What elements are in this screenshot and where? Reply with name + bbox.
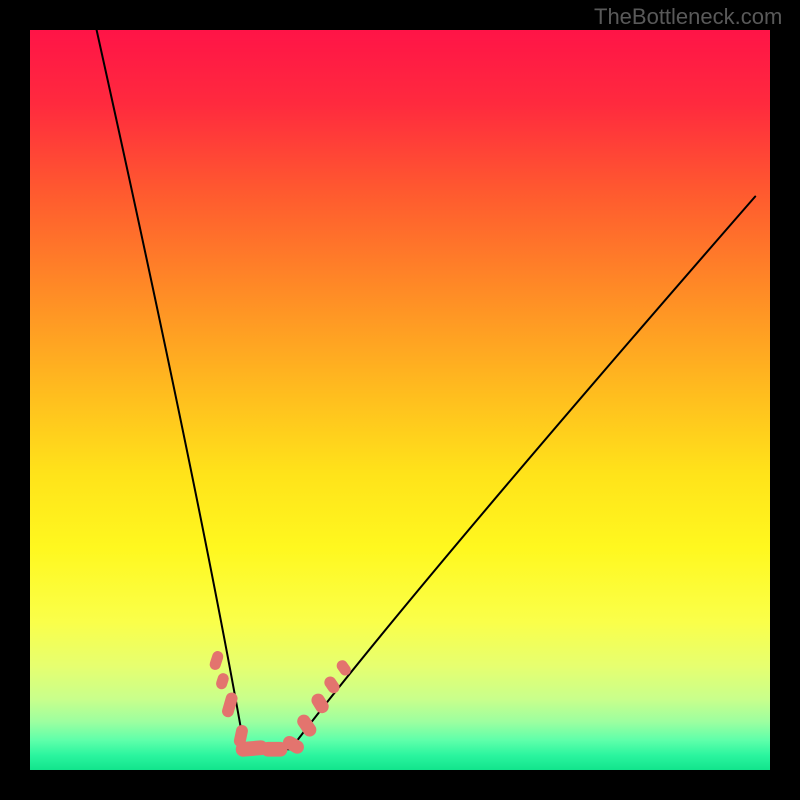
chart-plot-area (30, 30, 770, 770)
watermark-text: TheBottleneck.com (594, 4, 782, 30)
curve-marker (208, 650, 225, 672)
bottleneck-curve (97, 30, 756, 749)
curve-marker (322, 674, 342, 695)
curve-marker (215, 672, 231, 691)
curve-marker (309, 691, 331, 716)
curve-overlay (30, 30, 770, 770)
